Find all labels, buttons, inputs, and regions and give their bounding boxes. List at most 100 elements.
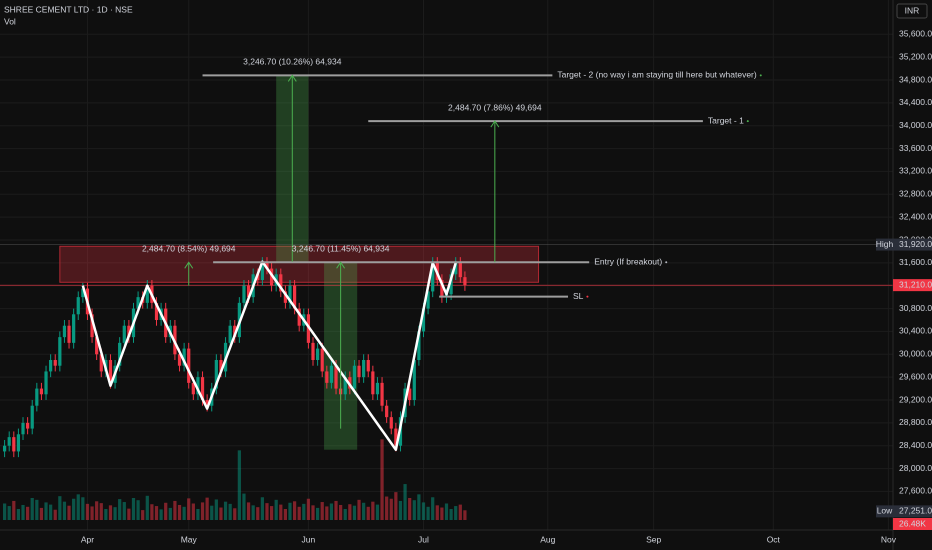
x-tick-label: Sep — [646, 534, 661, 544]
volume-bar — [449, 509, 453, 520]
volume-bar — [256, 507, 260, 520]
candle-body — [145, 285, 149, 303]
candle-body — [325, 371, 329, 383]
candle-body — [394, 428, 398, 446]
candle-body — [62, 325, 67, 338]
volume-bar — [182, 506, 186, 520]
volume-bar — [385, 496, 389, 520]
volume-bar — [412, 500, 416, 520]
candle-body — [53, 360, 57, 366]
volume-bar — [35, 499, 39, 520]
candle-body — [219, 360, 223, 372]
candle-body — [177, 354, 182, 366]
volume-bar — [320, 502, 324, 520]
candle-body — [228, 325, 232, 343]
arrow-head — [184, 261, 194, 269]
volume-bar — [168, 507, 172, 520]
volume-bar — [16, 509, 21, 520]
volume-bar — [325, 506, 329, 520]
candle-body — [320, 348, 324, 372]
volume-bar — [283, 509, 288, 520]
arrow-head — [336, 261, 346, 269]
y-tick-label: 27,600.00 — [899, 486, 932, 496]
volume-bar — [76, 494, 80, 520]
candle-body — [334, 365, 338, 389]
volume-bar — [104, 509, 108, 520]
x-tick-label: Jun — [302, 534, 316, 544]
currency[interactable]: INR — [905, 5, 920, 15]
candle-body — [371, 371, 375, 395]
measure-label: 3,246.70 (10.26%) 64,934 — [243, 57, 342, 67]
volume-bar — [90, 506, 94, 520]
candle-body — [49, 360, 53, 372]
currency-box[interactable] — [896, 3, 928, 19]
y-tick-label: 32,400.00 — [899, 211, 932, 221]
volume-bar — [380, 439, 384, 520]
volume-bar — [58, 496, 62, 520]
candle-body — [67, 325, 71, 343]
candle-body — [108, 360, 113, 383]
volume-bar — [306, 498, 311, 520]
candle-body — [366, 360, 370, 372]
candle-body — [12, 437, 16, 452]
level-dot — [759, 74, 762, 77]
y-tick-label: 35,600.00 — [899, 29, 932, 39]
candle-body — [454, 262, 458, 275]
level-dot — [665, 261, 668, 264]
volume-bar — [44, 502, 48, 520]
candle-body — [242, 285, 246, 303]
volume-bar — [118, 499, 122, 520]
candle-body — [182, 348, 186, 366]
volume-bar — [200, 502, 205, 520]
volume-bar — [145, 495, 149, 520]
volume-bar — [228, 503, 232, 520]
volume-bar — [288, 502, 292, 520]
high-tag — [876, 238, 893, 251]
volume-bar — [260, 497, 264, 520]
candle-body — [463, 277, 467, 286]
volume-bar — [389, 498, 393, 520]
candle-body — [44, 371, 48, 395]
y-tick-label: 30,400.00 — [899, 326, 932, 336]
volume-bar — [39, 507, 44, 520]
volume-bar — [265, 503, 269, 520]
candle-body — [283, 291, 288, 303]
volume-bar — [108, 505, 113, 520]
candle-body — [72, 314, 76, 343]
candle-body — [357, 365, 361, 378]
high-name: High — [876, 239, 894, 249]
measure-label: 2,484.70 (7.86%) 49,694 — [448, 102, 542, 112]
x-tick-label: Jul — [418, 534, 429, 544]
candle-body — [127, 325, 131, 338]
volume-bar — [136, 500, 140, 520]
candle-body — [76, 297, 80, 315]
volume-bar — [196, 509, 200, 520]
volume-bar — [435, 505, 439, 520]
volume-bar — [302, 503, 306, 520]
volume-value: 26.48K — [899, 518, 926, 528]
low-name: Low — [877, 506, 893, 516]
candle-body — [118, 342, 122, 366]
volume-bar — [150, 504, 154, 520]
y-tick-label: 33,600.00 — [899, 143, 932, 153]
volume-bar — [426, 506, 430, 520]
volume-bar — [26, 506, 30, 520]
candle-body — [233, 325, 237, 338]
candle-body — [39, 388, 44, 395]
candle-body — [26, 422, 30, 429]
candle-body — [99, 354, 103, 372]
volume-bar — [62, 501, 67, 520]
volume-bar — [242, 493, 246, 520]
volume-bar — [53, 509, 57, 520]
volume-bar — [444, 503, 449, 520]
candle-body — [16, 434, 21, 452]
candle-body — [90, 314, 94, 338]
last-price-badge — [893, 279, 932, 292]
volume-bar — [233, 508, 237, 520]
y-tick-label: 32,800.00 — [899, 189, 932, 199]
y-tick-label: 28,000.00 — [899, 463, 932, 473]
candle-body — [329, 365, 334, 383]
volume-badge — [893, 518, 932, 530]
measure-label: 2,484.70 (8.54%) 49,694 — [142, 244, 236, 254]
